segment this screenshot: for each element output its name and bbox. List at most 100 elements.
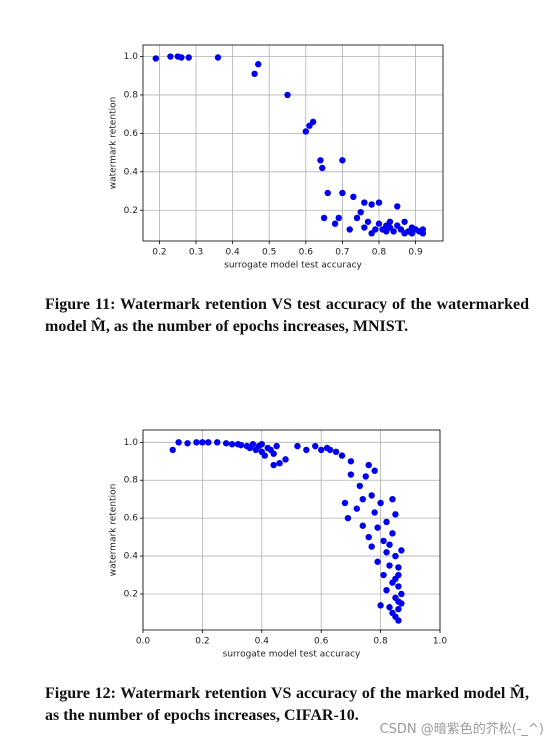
point (395, 617, 402, 624)
point (214, 54, 222, 61)
point (317, 157, 324, 164)
point (332, 448, 340, 456)
point (178, 54, 185, 61)
x-tick-label: 0.4 (255, 637, 270, 647)
x-tick-label: 0.8 (373, 637, 388, 647)
point (398, 590, 405, 598)
point (419, 230, 427, 237)
point (364, 218, 372, 225)
point (401, 230, 408, 237)
x-axis-label: surrogate model test accuracy (224, 261, 362, 271)
y-tick-label: 0.8 (124, 90, 139, 100)
y-tick-label: 0.2 (124, 589, 138, 599)
y-axis-label: watermark retention (109, 97, 119, 190)
point (339, 157, 346, 164)
point (222, 440, 230, 447)
point (395, 564, 402, 571)
point (199, 439, 206, 446)
point (205, 439, 212, 446)
point (386, 218, 394, 225)
point (302, 128, 310, 135)
point (258, 441, 265, 448)
point (326, 446, 334, 454)
point (294, 442, 301, 450)
point (377, 602, 384, 609)
point (375, 199, 383, 206)
point (374, 558, 381, 565)
y-tick-label: 0.8 (124, 476, 139, 486)
point (276, 459, 283, 467)
point (359, 522, 366, 529)
point (319, 164, 326, 172)
x-tick-label: 0.6 (314, 637, 329, 647)
point (303, 446, 310, 454)
x-tick-label: 0.9 (408, 248, 423, 258)
x-tick-label: 0.2 (195, 637, 209, 647)
point (395, 598, 402, 605)
point (273, 442, 280, 450)
watermark: CSDN @暗紫色的芥松(-_^) (379, 722, 544, 737)
point (353, 214, 361, 222)
point (356, 482, 364, 490)
y-tick-label: 1.0 (124, 438, 139, 448)
y-tick-label: 0.4 (124, 552, 139, 562)
point (193, 439, 200, 446)
x-tick-label: 0.3 (189, 248, 203, 258)
point (251, 70, 258, 78)
point (375, 220, 383, 227)
point (389, 530, 396, 537)
point (392, 511, 399, 518)
point (395, 605, 402, 613)
x-tick-label: 0.0 (136, 637, 151, 647)
point (284, 91, 291, 99)
point (237, 441, 245, 449)
caption: Figure 11: Watermark retention VS test a… (45, 296, 529, 335)
point (339, 189, 346, 197)
y-tick-label: 0.2 (124, 206, 138, 216)
point (361, 224, 368, 231)
point (341, 499, 349, 507)
point (380, 537, 387, 545)
point (309, 118, 317, 126)
y-tick-label: 0.4 (124, 167, 139, 177)
point (185, 54, 192, 61)
point (389, 609, 396, 617)
y-tick-label: 0.6 (124, 514, 139, 524)
point (392, 575, 399, 583)
point (255, 61, 262, 68)
point (347, 458, 355, 465)
point (338, 452, 346, 459)
x-tick-label: 0.8 (372, 248, 387, 258)
point (270, 461, 277, 469)
point (408, 230, 416, 237)
point (383, 586, 390, 594)
point (392, 552, 399, 560)
point (346, 226, 353, 233)
point (368, 492, 375, 499)
point (368, 543, 375, 550)
point (249, 441, 257, 448)
point (383, 549, 390, 556)
point (353, 505, 361, 512)
point (380, 571, 387, 579)
point (357, 208, 364, 216)
point (371, 467, 378, 474)
point (365, 461, 372, 469)
point (368, 230, 375, 237)
caption: Figure 12: Watermark retention VS accura… (45, 685, 529, 724)
point (318, 446, 325, 454)
point (331, 220, 339, 227)
point (282, 456, 289, 463)
x-axis-label: surrogate model test accuracy (223, 650, 361, 660)
point (395, 583, 402, 590)
point (398, 547, 405, 554)
y-tick-label: 1.0 (124, 52, 139, 62)
x-tick-label: 0.4 (225, 248, 240, 258)
x-tick-label: 0.2 (152, 248, 166, 258)
point (175, 439, 182, 446)
point (344, 514, 352, 522)
point (359, 495, 366, 503)
point (152, 55, 160, 62)
